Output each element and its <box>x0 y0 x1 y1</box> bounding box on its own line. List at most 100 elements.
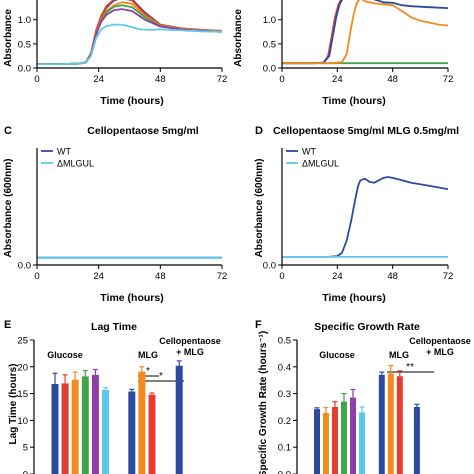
panel-letter-d: D <box>255 125 263 137</box>
panel-a-y-tick-label-1: 0.5 <box>18 39 31 50</box>
panel-f-bar-5 <box>359 412 365 474</box>
ylabel-b: Absorbance <box>233 9 244 67</box>
panel-b-plot: 0 24 48 72 0.0 0.5 1.0 <box>263 0 454 85</box>
panel-e-bar-0 <box>51 384 59 474</box>
panel-f-y-tick-label-3: 0.3 <box>278 389 291 400</box>
panel-f-bar-2 <box>332 407 338 474</box>
panel-b-series-line-4 <box>373 0 449 9</box>
panel-b-x-tick-label-1: 24 <box>332 74 343 85</box>
panel-f-y-tick-label-4: 0.4 <box>278 362 291 373</box>
panel-b-x-tick-label-3: 72 <box>443 74 454 85</box>
panel-c-y-tick-label-0: 0.0 <box>18 261 31 272</box>
panel-d-legend-label-1: ΔMLGUL <box>302 159 339 169</box>
panel-b-y-tick-label-2: 1.0 <box>263 15 276 26</box>
xlabel-c: Time (hours) <box>100 292 163 304</box>
panel-a-series-line-5 <box>37 23 223 65</box>
panel-letter-e: E <box>4 319 11 331</box>
group-label-glucose-f: Glucose <box>319 350 355 360</box>
panel-e-bar-2 <box>71 379 79 474</box>
panel-a-x-tick-label-0: 0 <box>34 74 39 85</box>
panel-f-bar-4 <box>350 397 356 474</box>
significance-f: ** <box>387 362 434 373</box>
panel-c-legend-label-1: ΔMLGUL <box>57 159 94 169</box>
panel-d-x-tick-label-0: 0 <box>279 271 284 282</box>
sig-star-e2: * <box>159 371 163 382</box>
title-f: Specific Growth Rate <box>314 321 420 333</box>
panel-e-bar-4 <box>91 374 99 474</box>
panel-d-y-tick-label-0: 0.0 <box>263 261 276 272</box>
panel-e-plot: 0 5 10 15 20 25 <box>17 336 183 474</box>
panel-e-y-tick-label-4: 20 <box>17 362 28 373</box>
panel-a-series-line-4 <box>37 8 223 65</box>
panel-e-y-tick-label-0: 0 <box>23 470 28 474</box>
panel-c-x-tick-label-2: 48 <box>155 271 166 282</box>
panel-e-bar-7 <box>138 371 146 474</box>
group-label-mlg-f: MLG <box>389 350 409 360</box>
xlabel-a: Time (hours) <box>100 95 163 107</box>
panel-e-bar-6 <box>128 391 136 474</box>
panel-e-y-tick-label-3: 15 <box>17 389 28 400</box>
panel-e-y-tick-label-5: 25 <box>17 336 28 347</box>
panel-d-series-line-0 <box>282 176 449 258</box>
group-label-glucose-e: Glucose <box>47 350 83 360</box>
panel-f-bar-0 <box>314 409 320 474</box>
panel-c-plot: 0 24 48 72 0.0 WT ΔMLGUL <box>18 147 228 283</box>
panel-c-x-tick-label-0: 0 <box>34 271 39 282</box>
xlabel-d: Time (hours) <box>322 292 385 304</box>
panel-d-plot: 0 24 48 72 0.0 WT ΔMLGUL <box>263 147 454 283</box>
title-d: Cellopentaose 5mg/ml MLG 0.5mg/ml <box>273 125 459 137</box>
panel-f-bar-3 <box>341 401 347 474</box>
panel-d-x-tick-label-1: 24 <box>332 271 343 282</box>
panel-e-bar-8 <box>148 394 156 474</box>
panel-f-y-tick-label-2: 0.2 <box>278 416 291 427</box>
panel-d-legend-label-0: WT <box>302 147 316 157</box>
sig-star-f1: ** <box>406 362 414 373</box>
panel-d-x-tick-label-3: 72 <box>443 271 454 282</box>
panel-a-x-tick-label-3: 72 <box>217 74 228 85</box>
panel-a-x-tick-label-2: 48 <box>155 74 166 85</box>
panel-a-plot: 0 24 48 72 0.0 0.5 1.0 <box>18 0 228 85</box>
xlabel-b: Time (hours) <box>322 95 385 107</box>
group-label-cello-f: Cellopentaose + MLG <box>409 336 471 357</box>
panel-a-series-line-3 <box>37 4 223 65</box>
panel-c-x-tick-label-3: 72 <box>217 271 228 282</box>
panel-c-x-tick-label-1: 24 <box>93 271 104 282</box>
panel-f-bar-6 <box>378 374 385 474</box>
panel-a-y-tick-label-2: 1.0 <box>18 15 31 26</box>
panel-e-bar-3 <box>81 376 89 474</box>
panel-e-y-tick-label-1: 5 <box>23 443 28 454</box>
panel-f-bar-9 <box>413 407 420 474</box>
plots-layer: 0 24 48 720.00.51.00 24 48 720.00.51.00 24 48 720… <box>17 0 453 474</box>
panel-f-y-tick-label-5: 0.5 <box>278 336 291 347</box>
panel-a-x-tick-label-1: 24 <box>93 74 104 85</box>
panel-e-bar-9 <box>175 365 183 474</box>
panel-e-y-tick-label-2: 10 <box>17 416 28 427</box>
panel-f-bar-1 <box>323 412 329 474</box>
panel-b-series-line-2 <box>282 0 344 65</box>
ylabel-c: Absorbance (600nm) <box>3 159 14 258</box>
ylabel-a: Absorbance <box>3 9 14 67</box>
panel-b-x-tick-label-2: 48 <box>387 74 398 85</box>
panel-b-y-tick-label-1: 0.5 <box>263 39 276 50</box>
panel-f-bar-7 <box>387 373 394 474</box>
panel-letter-c: C <box>4 125 12 137</box>
group-label-mlg-e: MLG <box>138 350 158 360</box>
panel-c-legend-label-0: WT <box>57 147 71 157</box>
panel-f-bar-8 <box>396 376 403 474</box>
panel-b-x-tick-label-0: 0 <box>279 74 284 85</box>
panel-f-y-tick-label-0: 0.0 <box>278 470 291 474</box>
panel-letter-f: F <box>255 319 262 331</box>
title-c: Cellopentaose 5mg/ml <box>87 125 199 137</box>
panel-b-y-tick-label-0: 0.0 <box>263 64 276 75</box>
panel-e-bar-5 <box>102 389 109 474</box>
panel-a-series-line-2 <box>37 1 223 65</box>
panel-a-y-tick-label-0: 0.0 <box>18 64 31 75</box>
ylabel-e: Lag Time (hours) <box>8 364 19 445</box>
sig-star-e1: * <box>146 366 150 377</box>
title-e: Lag Time <box>91 321 137 333</box>
panel-f-y-tick-label-1: 0.1 <box>278 443 291 454</box>
group-label-cello-e: Cellopentaose + MLG <box>159 336 221 357</box>
panel-e-bar-1 <box>61 383 69 474</box>
panel-f-plot: 0.0 0.1 0.2 0.3 0.4 0.5 <box>278 336 420 474</box>
